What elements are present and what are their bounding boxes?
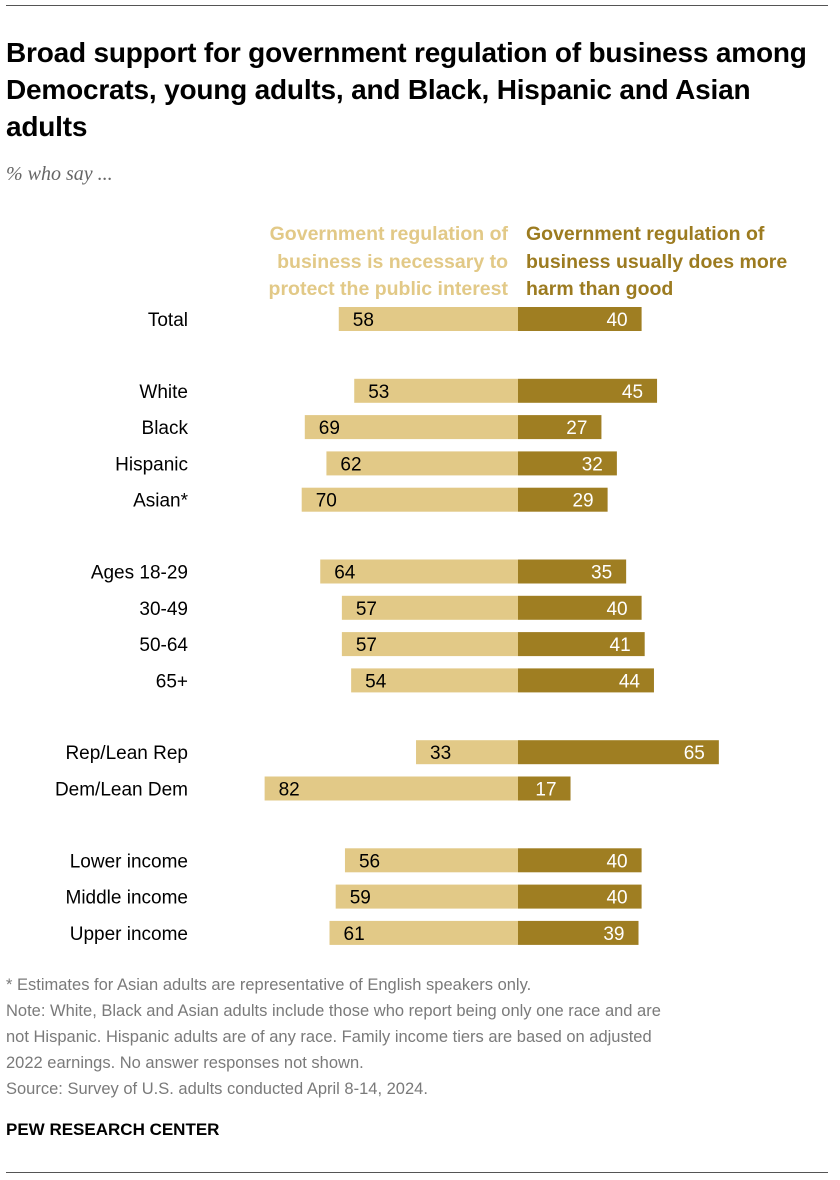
category-label: Rep/Lean Rep [65,743,188,764]
legend-necessary: Government regulation of business is nec… [269,221,508,304]
value-label-necessary: 57 [356,635,377,656]
value-label-harm: 27 [566,418,587,439]
diverging-bar-chart: Total 58 40 White 53 45 Black 69 27 Hispanic 62 32 A… [55,307,719,945]
bar-necessary [329,920,518,945]
value-label-necessary: 53 [368,382,389,403]
category-label: 65+ [156,671,188,692]
bar-harm [518,920,639,945]
legend-line: business is necessary to [277,250,508,273]
bar-harm [518,884,642,909]
category-label: 30-49 [139,599,188,620]
chart-subtitle: % who say ... [6,163,113,185]
source-note: Source: Survey of U.S. adults conducted … [6,1080,428,1098]
bar-harm [518,668,654,693]
note-line: not Hispanic. Hispanic adults are of any… [6,1028,652,1046]
note-line: Note: White, Black and Asian adults incl… [6,1002,661,1020]
value-label-necessary: 59 [350,888,371,909]
legend-harm: Government regulation of business usuall… [526,221,787,304]
value-label-necessary: 82 [279,780,300,801]
bar-necessary [344,848,518,873]
value-label-harm: 45 [622,382,643,403]
legend-line: harm than good [526,278,674,300]
category-label: Hispanic [115,454,188,475]
category-label: White [139,382,188,403]
notes: * Estimates for Asian adults are represe… [6,972,826,1102]
value-label-necessary: 69 [319,418,340,439]
category-label: 50-64 [139,635,188,656]
value-label-harm: 39 [603,924,624,945]
note-line: 2022 earnings. No answer responses not s… [6,1054,364,1072]
value-label-harm: 40 [606,310,627,331]
legend-line: Government regulation of [269,223,508,245]
category-label: Total [148,310,188,331]
value-label-harm: 32 [582,454,603,475]
bar-harm [518,415,602,440]
value-label-necessary: 62 [340,454,361,475]
bar-harm [518,632,645,657]
value-label-necessary: 56 [359,851,380,872]
bar-harm [518,559,627,584]
bottom-rule [6,1172,828,1173]
category-label: Middle income [66,888,189,909]
category-label: Black [142,418,189,439]
bar-necessary [338,307,518,331]
bar-harm [518,451,617,476]
brand-logo-text: PEW RESEARCH CENTER [6,1120,220,1139]
category-label: Upper income [70,924,188,945]
bar-necessary [341,632,518,657]
value-label-necessary: 33 [430,743,451,764]
bar-harm [518,378,658,403]
legend-line: Government regulation of [526,223,765,245]
value-label-necessary: 57 [356,599,377,620]
value-label-harm: 35 [591,563,612,584]
bar-necessary [301,487,518,512]
value-label-harm: 41 [610,635,631,656]
bar-necessary [354,378,518,403]
value-label-necessary: 70 [316,491,337,512]
bar-harm [518,740,719,765]
bar-harm [518,595,642,620]
value-label-harm: 40 [606,599,627,620]
chart-title: Broad support for government regulation … [6,37,807,142]
bar-harm [518,487,608,512]
bar-necessary [416,740,518,765]
asterisk-note: * Estimates for Asian adults are represe… [6,976,532,994]
value-label-harm: 40 [606,888,627,909]
category-label: Dem/Lean Dem [55,780,188,801]
top-rule [6,5,828,6]
bar-necessary [304,415,518,440]
bar-necessary [341,595,518,620]
bar-necessary [264,776,518,801]
bar-necessary [335,884,518,909]
value-label-harm: 29 [572,491,593,512]
bar-necessary [320,559,518,584]
value-label-harm: 17 [535,780,556,801]
value-label-harm: 40 [606,851,627,872]
value-label-necessary: 64 [334,563,356,584]
bar-harm [518,848,642,873]
bar-harm [518,307,642,331]
value-label-harm: 65 [684,743,705,764]
category-label: Lower income [70,851,188,872]
bar-harm [518,776,571,801]
value-label-harm: 44 [619,671,641,692]
legend-line: business usually does more [526,250,788,273]
bar-necessary [326,451,518,476]
bar-necessary [351,668,518,693]
category-label: Asian* [133,491,189,512]
legend-line: protect the public interest [268,278,508,300]
value-label-necessary: 61 [344,924,365,945]
category-label: Ages 18-29 [91,563,188,584]
value-label-necessary: 54 [365,671,387,692]
value-label-necessary: 58 [353,310,374,331]
